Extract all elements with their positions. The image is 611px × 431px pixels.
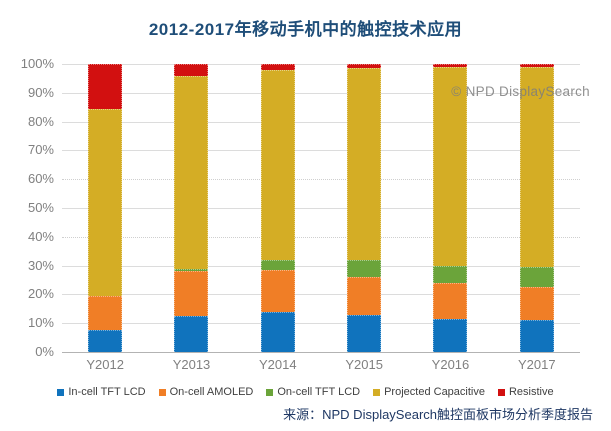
segment-Y2014-on-cell-amoled	[260, 269, 295, 312]
segment-Y2017-in-cell-tft-lcd	[519, 320, 554, 352]
watermark: © NPD DisplaySearch	[451, 84, 590, 99]
x-tick-label-Y2015: Y2015	[345, 357, 383, 372]
stacked-bar-Y2016	[433, 64, 468, 352]
legend-item-on-cell-amoled: On-cell AMOLED	[158, 386, 254, 398]
bar-slot-Y2014	[235, 64, 321, 352]
y-tick-label-0: 0%	[35, 344, 54, 359]
legend-label: In-cell TFT LCD	[68, 386, 146, 398]
gridline-60	[62, 179, 580, 181]
legend-label: On-cell AMOLED	[169, 386, 254, 398]
segment-Y2012-on-cell-amoled	[88, 295, 123, 331]
gridline-30	[62, 265, 580, 267]
segment-Y2017-on-cell-tft-lcd	[519, 267, 554, 288]
bar-slot-Y2013	[148, 64, 234, 352]
bars-group	[62, 64, 580, 352]
legend-item-projected-capacitive: Projected Capacitive	[373, 386, 485, 398]
bar-slot-Y2015	[321, 64, 407, 352]
segment-Y2012-projected-capacitive	[88, 108, 123, 296]
bar-slot-Y2016	[407, 64, 493, 352]
stacked-bar-Y2013	[174, 64, 209, 352]
segment-Y2013-on-cell-tft-lcd	[174, 268, 209, 272]
bar-slot-Y2012	[62, 64, 148, 352]
y-tick-label-80: 80%	[27, 113, 54, 129]
segment-Y2012-in-cell-tft-lcd	[88, 330, 123, 352]
y-tick-label-70: 70%	[27, 142, 54, 158]
segment-Y2016-projected-capacitive	[433, 66, 468, 266]
segment-Y2016-on-cell-amoled	[433, 282, 468, 319]
plot-area	[62, 64, 580, 353]
segment-Y2014-in-cell-tft-lcd	[260, 311, 295, 352]
x-tick-label-Y2016: Y2016	[431, 357, 470, 372]
gridline-100	[62, 64, 580, 65]
bar-slot-Y2017	[494, 64, 580, 352]
y-tick-label-90: 90%	[27, 84, 54, 100]
y-tick-label-20: 20%	[27, 286, 54, 302]
legend-label: On-cell TFT LCD	[277, 386, 361, 398]
segment-Y2013-projected-capacitive	[174, 75, 209, 269]
y-tick-label-30: 30%	[27, 257, 54, 273]
stacked-bar-Y2014	[260, 64, 295, 352]
y-tick-label-50: 50%	[27, 200, 54, 215]
y-tick-label-10: 10%	[27, 315, 54, 331]
y-tick-label-40: 40%	[27, 228, 54, 244]
legend: In-cell TFT LCD On-cell AMOLED On-cell TFT…	[0, 386, 611, 398]
x-tick-label-Y2013: Y2013	[172, 357, 211, 372]
segment-Y2016-in-cell-tft-lcd	[433, 318, 468, 352]
legend-swatch-icon	[497, 388, 505, 396]
segment-Y2015-in-cell-tft-lcd	[347, 314, 382, 352]
segment-Y2013-in-cell-tft-lcd	[174, 316, 209, 352]
gridline-80	[62, 121, 580, 123]
gridline-40	[62, 236, 580, 238]
segment-Y2016-on-cell-tft-lcd	[433, 265, 468, 283]
stacked-bar-Y2015	[347, 64, 382, 352]
stacked-bar-Y2017	[519, 64, 554, 352]
segment-Y2015-on-cell-tft-lcd	[347, 259, 382, 278]
gridline-90	[62, 92, 580, 94]
segment-Y2015-on-cell-amoled	[347, 277, 382, 315]
segment-Y2013-resistive	[174, 64, 209, 76]
x-tick-label-Y2014: Y2014	[259, 357, 297, 372]
legend-item-in-cell-tft-lcd: In-cell TFT LCD	[57, 386, 146, 398]
legend-swatch-icon	[266, 388, 274, 396]
gridline-0	[62, 352, 580, 353]
segment-Y2017-resistive	[519, 64, 554, 67]
gridline-70	[62, 150, 580, 152]
y-tick-label-100: 100%	[20, 56, 54, 71]
x-tick-label-Y2012: Y2012	[86, 357, 124, 372]
legend-item-resistive: Resistive	[497, 386, 554, 398]
segment-Y2016-resistive	[433, 64, 468, 67]
segment-Y2017-projected-capacitive	[519, 66, 554, 268]
legend-swatch-icon	[373, 388, 381, 396]
chart-title: 2012-2017年移动手机中的触控技术应用	[148, 20, 463, 39]
legend-label: Resistive	[508, 386, 554, 398]
segment-Y2015-projected-capacitive	[347, 68, 382, 260]
legend-swatch-icon	[57, 388, 65, 396]
legend-swatch-icon	[158, 388, 166, 396]
source-note: 来源：NPD DisplaySearch触控面板市场分析季度报告	[283, 407, 593, 422]
gridline-10	[62, 323, 580, 325]
x-tick-label-Y2017: Y2017	[518, 357, 556, 372]
legend-item-on-cell-tft-lcd: On-cell TFT LCD	[266, 386, 360, 398]
stacked-bar-Y2012	[88, 64, 123, 352]
y-tick-label-60: 60%	[27, 171, 54, 187]
segment-Y2017-on-cell-amoled	[519, 287, 554, 321]
segment-Y2014-on-cell-tft-lcd	[260, 259, 295, 270]
segment-Y2014-projected-capacitive	[260, 69, 295, 260]
segment-Y2014-resistive	[260, 64, 295, 70]
legend-label: Projected Capacitive	[384, 386, 485, 398]
segment-Y2012-resistive	[88, 64, 123, 109]
gridline-20	[62, 294, 580, 296]
segment-Y2013-on-cell-amoled	[174, 271, 209, 316]
x-axis: Y2012 Y2013 Y2014 Y2015 Y2016 Y2017	[62, 357, 580, 372]
gridline-50	[62, 208, 580, 209]
segment-Y2015-resistive	[347, 64, 382, 69]
